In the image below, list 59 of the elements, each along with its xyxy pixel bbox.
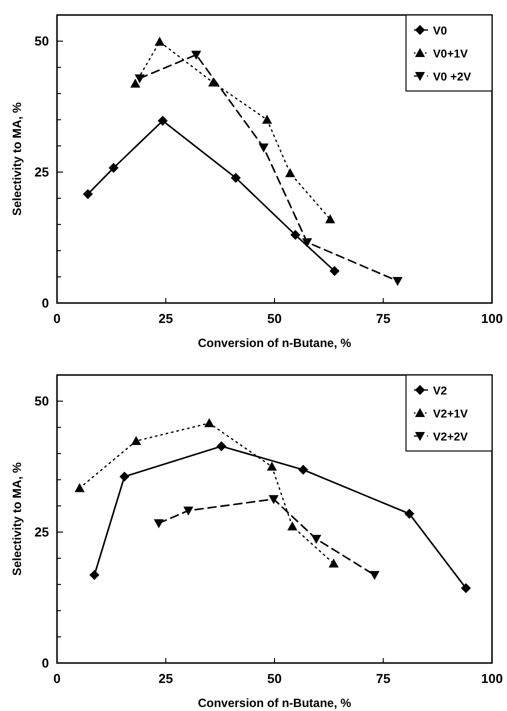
point: [230, 172, 241, 183]
point: [404, 508, 414, 519]
point: [370, 571, 380, 580]
point: [262, 114, 272, 124]
y-tick-label: 0: [42, 296, 49, 310]
legend-label: V2+2V: [433, 432, 468, 444]
point: [285, 168, 296, 178]
point: [268, 495, 279, 504]
legend-label: V2: [433, 386, 448, 398]
x-tick-label: 50: [267, 311, 282, 326]
x-tick-label: 50: [267, 671, 282, 686]
y-tick-label: 50: [34, 34, 49, 49]
point: [330, 266, 340, 276]
x-tick-label: 0: [53, 311, 61, 326]
point: [216, 441, 226, 452]
legend-label: V0+1V: [433, 48, 468, 60]
point: [204, 418, 214, 428]
legend-label: V0 +2V: [433, 72, 472, 84]
y-tick-label: 50: [34, 394, 49, 409]
point: [328, 558, 339, 568]
point: [290, 230, 300, 240]
point: [119, 472, 130, 482]
point: [258, 143, 269, 152]
y-axis-title: Selectivity to MA, %: [10, 462, 24, 576]
x-tick-label: 25: [158, 671, 173, 686]
point: [302, 238, 312, 248]
point: [266, 462, 277, 471]
legend-label: V0: [433, 26, 448, 38]
point: [298, 464, 308, 475]
x-tick-label: 100: [481, 311, 503, 326]
point: [392, 277, 403, 286]
point: [158, 116, 168, 126]
x-tick-label: 0: [53, 671, 61, 686]
point: [89, 570, 100, 580]
point: [154, 36, 165, 46]
x-tick-label: 100: [481, 671, 503, 686]
point: [287, 521, 298, 530]
x-axis-title: Conversion of n-Butane, %: [198, 696, 352, 710]
point: [108, 162, 119, 173]
point: [460, 583, 471, 594]
point: [131, 436, 142, 445]
x-axis-title: Conversion of n-Butane, %: [198, 336, 352, 350]
point: [74, 483, 85, 492]
x-tick-label: 75: [376, 311, 390, 326]
point: [183, 506, 194, 516]
legend-label: V2+1V: [433, 408, 468, 420]
x-tick-label: 25: [158, 311, 173, 326]
y-tick-label: 25: [34, 164, 49, 180]
point: [134, 74, 145, 84]
y-tick-label: 25: [34, 524, 49, 540]
y-tick-label: 0: [42, 656, 49, 670]
point: [154, 519, 164, 528]
x-tick-label: 75: [376, 671, 390, 686]
point: [325, 214, 336, 224]
point: [191, 50, 202, 60]
point: [311, 534, 322, 544]
point: [130, 78, 140, 88]
y-axis-title: Selectivity to MA, %: [10, 102, 24, 216]
point: [82, 189, 93, 200]
